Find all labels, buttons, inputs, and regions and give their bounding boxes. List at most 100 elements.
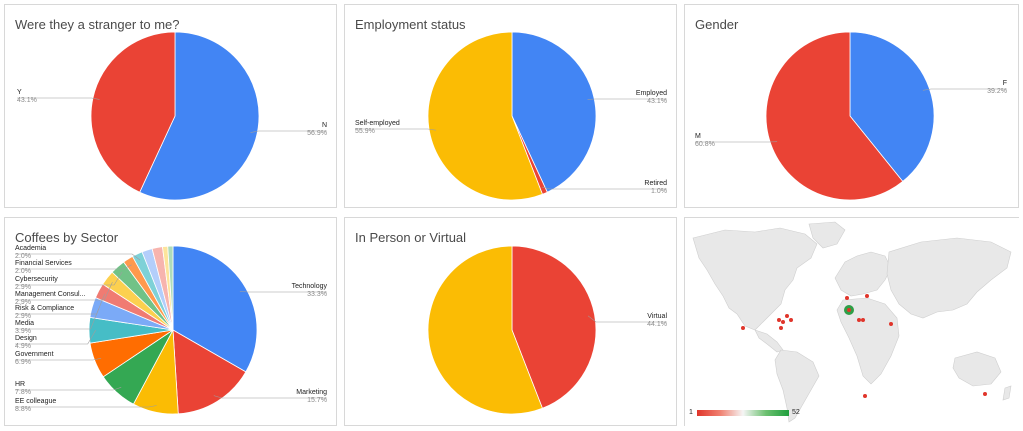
pie-slice (172, 245, 258, 373)
map-legend-min: 1 (689, 409, 693, 416)
slice-label: EE colleague (15, 398, 56, 405)
chart-title: In Person or Virtual (355, 230, 467, 245)
chart-title: Were they a stranger to me? (15, 17, 180, 32)
slice-percent: 43.1% (17, 97, 37, 104)
chart-title: Gender (695, 17, 739, 32)
pie-chart-stranger: N56.9% Y43.1% (17, 31, 327, 201)
slice-percent: 56.9% (307, 130, 327, 137)
slice-label: F (1003, 80, 1007, 87)
pie-slice (172, 329, 247, 415)
pie-slice (849, 31, 935, 182)
slice-percent: 1.0% (651, 188, 667, 195)
slice-percent: 39.2% (987, 88, 1007, 95)
continent-asia (886, 237, 1012, 319)
continent-africa (836, 297, 900, 385)
chart-panel-gender: Gender F 39.2% M 60.8% (684, 4, 1019, 208)
slice-label: Risk & Compliance (15, 305, 74, 312)
map-marker-uk-inner (847, 308, 851, 312)
leader-line (239, 291, 327, 293)
slice-percent: 7.8% (15, 389, 31, 396)
slice-percent: 4.9% (15, 343, 31, 350)
leader-line (15, 253, 141, 261)
slice-percent: 60.8% (695, 141, 715, 148)
slice-percent: 2.0% (15, 268, 31, 275)
slice-label: Self-employed (355, 120, 400, 127)
slice-percent: 8.8% (15, 406, 31, 413)
leader-line (15, 264, 132, 270)
slice-percent: 43.1% (647, 98, 667, 105)
continent-south-america (774, 349, 820, 423)
leader-line (15, 271, 123, 286)
leader-line (922, 88, 1007, 91)
chart-title: Employment status (355, 17, 466, 32)
pie-slice (765, 31, 904, 201)
pie-slice (511, 31, 597, 193)
slice-label: Management Consul... (15, 291, 85, 298)
slice-label: Technology (292, 283, 328, 290)
slice-percent: 6.9% (15, 359, 31, 366)
chart-panel-employment: Employment status Employed 43.1% Retired 1.… (344, 4, 677, 208)
map-marker (861, 318, 865, 322)
slice-label: M (695, 133, 701, 140)
pie-slice (167, 245, 174, 331)
slice-label: HR (15, 381, 25, 388)
slice-label: Cybersecurity (15, 276, 58, 283)
slice-percent: 55.9% (355, 128, 375, 135)
leader-line (250, 130, 327, 133)
map-marker (777, 318, 781, 322)
leader-line (15, 357, 102, 361)
slice-percent: 2.9% (15, 299, 31, 306)
leader-line (15, 281, 113, 301)
slice-label: Retired (644, 180, 667, 187)
pie-chart-gender: F39.2% M60.8% (695, 31, 1007, 201)
slice-label: Employed (636, 90, 667, 97)
map-marker (781, 320, 785, 324)
map-marker (857, 318, 861, 322)
slice-label: Government (15, 351, 54, 358)
slice-percent: 2.0% (15, 253, 31, 260)
pie-slice (90, 31, 176, 193)
chart-title: Coffees by Sector (15, 230, 119, 245)
slice-percent: 33.3% (307, 291, 327, 298)
leader-line (213, 395, 327, 399)
chart-panel-map: 1 52 (684, 217, 1020, 427)
slice-percent: 2.9% (15, 313, 31, 320)
map-marker (741, 326, 745, 330)
slice-label: Financial Services (15, 260, 72, 267)
world-map (685, 218, 1020, 427)
leader-line (15, 293, 105, 315)
map-marker (789, 318, 793, 322)
map-marker (779, 326, 783, 330)
chart-panel-stranger: Were they a stranger to me? N 56.9% Y 43.1% (4, 4, 337, 208)
pie-slice (427, 245, 543, 415)
leader-line (15, 308, 99, 330)
slice-label: Design (15, 335, 37, 342)
continent-australia (952, 351, 1002, 387)
chart-panel-virtual: In Person or Virtual Virtual 44.1% (344, 217, 677, 426)
slice-label: Media (15, 320, 34, 327)
continent-north-america (692, 227, 818, 331)
map-marker (785, 314, 789, 318)
continent-central-america (754, 329, 784, 353)
slice-percent: 2.9% (15, 284, 31, 291)
pie-slice (427, 31, 543, 201)
map-legend-max: 52 (792, 409, 800, 416)
slice-label: Marketing (296, 389, 327, 396)
leader-line (15, 405, 157, 408)
leader-line (17, 97, 100, 100)
slice-label: Academia (15, 245, 46, 252)
chart-panel-sector: Coffees by Sector Technology 33.3% Marketi… (4, 217, 337, 426)
slice-label: Virtual (647, 313, 667, 320)
slice-percent: 3.9% (15, 328, 31, 335)
slice-label: Y (17, 89, 22, 96)
leader-line (355, 128, 437, 131)
continent-greenland (808, 221, 846, 249)
map-marker (889, 322, 893, 326)
map-marker (845, 296, 849, 300)
map-marker (865, 294, 869, 298)
map-legend-gradient (697, 410, 789, 416)
slice-percent: 44.1% (647, 321, 667, 328)
